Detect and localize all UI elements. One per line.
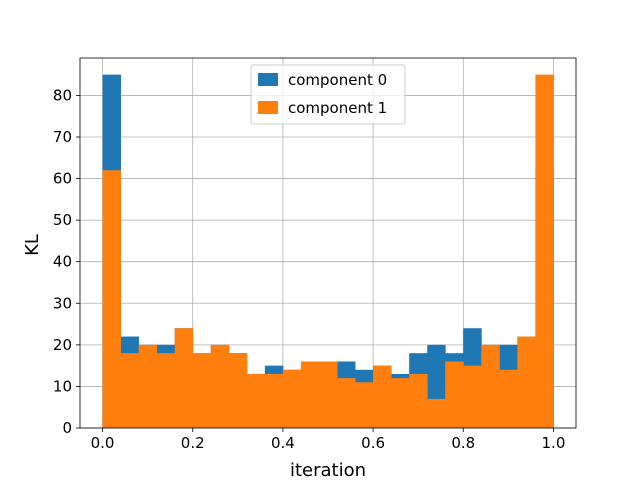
y-tick-label-2: 20 — [53, 336, 72, 354]
bars — [102, 74, 554, 428]
plot-frame — [79, 57, 577, 429]
bar-series-1-bin-20 — [463, 365, 482, 428]
bar-series-1-bin-11 — [300, 361, 320, 428]
bar-series-1-bin-22 — [499, 369, 518, 428]
bar-series-1-bin-13 — [337, 378, 356, 428]
x-tick-label-4: 0.8 — [451, 434, 475, 452]
x-tick-label-5: 1.0 — [542, 434, 566, 452]
legend: component 0 component 1 — [250, 64, 406, 125]
bar-series-1-bin-3 — [156, 353, 176, 428]
x-axis-label: iteration — [290, 460, 366, 480]
bar-series-1-bin-2 — [138, 344, 158, 428]
bar-series-1-bin-24 — [535, 74, 554, 428]
bar-series-1-bin-10 — [282, 369, 302, 428]
y-tick-label-7: 70 — [53, 128, 72, 146]
x-tick-label-1: 0.2 — [181, 434, 205, 452]
bar-series-1-bin-23 — [517, 336, 536, 428]
bar-series-1-bin-21 — [481, 344, 500, 428]
y-tick-label-3: 30 — [53, 294, 72, 312]
y-tick-label-1: 10 — [53, 377, 72, 395]
y-tick-label-0: 0 — [62, 419, 72, 437]
bar-series-1-bin-7 — [228, 353, 248, 428]
bar-series-1-bin-0 — [102, 170, 121, 428]
y-tick-label-5: 50 — [53, 211, 72, 229]
x-tick-label-0: 0.0 — [91, 434, 115, 452]
bar-series-1-bin-5 — [192, 353, 212, 428]
legend-label-component-0: component 0 — [288, 71, 387, 89]
legend-swatch-component-0 — [258, 73, 278, 86]
axes-frame — [79, 57, 577, 429]
x-ticks: 0.0 0.2 0.4 0.6 0.8 1.0 — [91, 428, 566, 452]
y-axis-label: KL — [22, 234, 43, 256]
bar-series-1-bin-14 — [355, 382, 374, 428]
y-tick-label-6: 60 — [53, 170, 72, 188]
legend-label-component-1: component 1 — [288, 99, 387, 117]
bar-series-1-bin-19 — [445, 361, 464, 428]
legend-frame — [250, 64, 406, 125]
bar-series-1-bin-6 — [210, 344, 230, 428]
bar-series-1-bin-18 — [427, 398, 446, 428]
bar-series-1-bin-15 — [373, 365, 392, 428]
bar-series-1-bin-17 — [409, 373, 428, 428]
bar-series-1-bin-16 — [391, 378, 410, 428]
y-tick-label-4: 40 — [53, 253, 72, 271]
legend-swatch-component-1 — [258, 101, 278, 114]
bar-series-1-bin-12 — [318, 361, 338, 428]
x-tick-label-2: 0.4 — [271, 434, 295, 452]
y-ticks: 0 10 20 30 40 50 60 70 80 — [53, 86, 80, 437]
bar-series-1-bin-9 — [264, 373, 284, 428]
y-tick-label-8: 80 — [53, 86, 72, 104]
bar-series-1-bin-4 — [174, 328, 194, 428]
bar-series-1-bin-8 — [246, 373, 266, 428]
bar-series-1-bin-1 — [120, 353, 140, 428]
x-tick-label-3: 0.6 — [361, 434, 385, 452]
